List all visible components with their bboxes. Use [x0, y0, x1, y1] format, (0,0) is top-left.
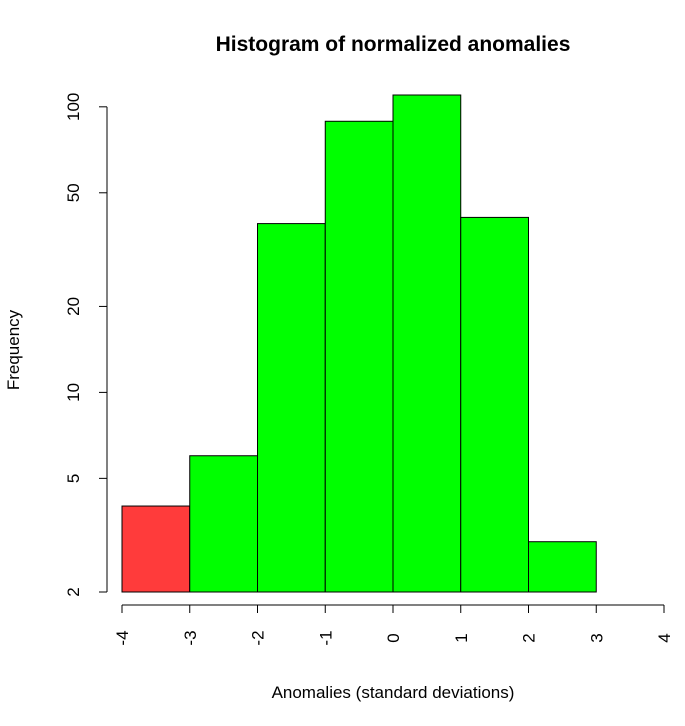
x-tick-label-7: 3 — [587, 633, 606, 642]
y-axis-label: Frequency — [4, 309, 23, 390]
y-tick-label-4: 50 — [64, 183, 83, 202]
histogram-bar-5 — [460, 216, 529, 593]
x-tick-label-2: -2 — [249, 630, 268, 645]
histogram-bar-3 — [324, 120, 394, 593]
x-tick-label-4: 0 — [384, 633, 403, 642]
y-tick-label-0: 2 — [64, 587, 83, 596]
x-tick-label-8: 4 — [655, 633, 674, 642]
histogram-bar-2 — [257, 223, 326, 593]
y-tick-label-1: 5 — [64, 474, 83, 483]
x-tick-label-6: 2 — [520, 633, 539, 642]
histogram-bar-6 — [528, 541, 597, 593]
chart-title: Histogram of normalized anomalies — [216, 33, 571, 56]
x-axis: -4 -3 -2 -1 0 1 2 3 4 — [113, 604, 674, 646]
x-tick-label-5: 1 — [452, 633, 471, 642]
x-tick-label-1: -3 — [181, 630, 200, 645]
histogram-bar-4 — [392, 94, 462, 593]
x-tick-label-3: -1 — [316, 630, 335, 645]
y-tick-label-5: 100 — [64, 93, 83, 121]
y-axis: 2 5 10 20 50 100 — [64, 93, 108, 597]
y-tick-label-3: 20 — [64, 297, 83, 316]
x-axis-label: Anomalies (standard deviations) — [272, 683, 515, 702]
y-tick-label-2: 10 — [64, 383, 83, 402]
histogram-bar-0 — [121, 505, 191, 593]
bars-group — [121, 94, 597, 593]
histogram-bar-1 — [189, 455, 258, 593]
x-tick-label-0: -4 — [113, 630, 132, 645]
